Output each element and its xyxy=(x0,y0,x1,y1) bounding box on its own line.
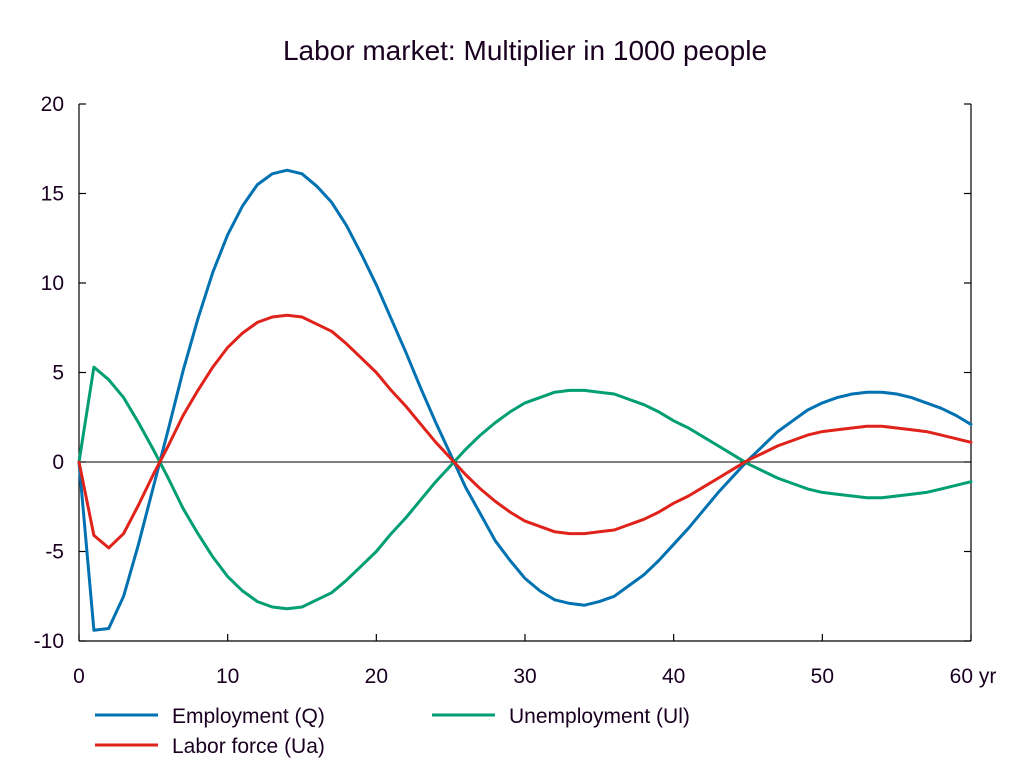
y-tick-label: 10 xyxy=(41,272,64,295)
legend-label: Unemployment (Ul) xyxy=(509,705,690,728)
x-tick-label: 20 xyxy=(365,665,388,688)
axes: -10 -5 0 5 10 15 20 0 10 20 30 40 50 60 yr xyxy=(34,93,997,688)
legend-item: Labor force (Ua) xyxy=(95,735,325,758)
legend-label: Labor force (Ua) xyxy=(172,735,325,758)
y-tick-label: 20 xyxy=(41,93,64,116)
y-tick-label: 5 xyxy=(52,362,64,385)
legend-item: Unemployment (Ul) xyxy=(432,705,690,728)
y-tick-label: 0 xyxy=(52,451,64,474)
series-line-labor-force-ua xyxy=(77,313,973,550)
series-line-unemployment-ul xyxy=(77,365,973,611)
series-layer xyxy=(77,168,973,632)
x-tick-label: 40 xyxy=(662,665,685,688)
y-tick-label: -5 xyxy=(45,541,64,564)
legend: Employment (Q) Unemployment (Ul) Labor for… xyxy=(95,705,690,758)
x-tick-label: 30 xyxy=(513,665,536,688)
legend-label: Employment (Q) xyxy=(172,705,325,728)
x-tick-label: 60 yr xyxy=(950,665,997,688)
series-line-employment-q xyxy=(77,168,973,632)
y-tick-label: -10 xyxy=(34,630,64,653)
x-tick-label: 0 xyxy=(73,665,85,688)
legend-item: Employment (Q) xyxy=(95,705,325,728)
x-tick-label: 50 xyxy=(811,665,834,688)
y-tick-label: 15 xyxy=(41,183,64,206)
x-tick-label: 10 xyxy=(216,665,239,688)
chart-title: Labor market: Multiplier in 1000 people xyxy=(283,35,767,66)
